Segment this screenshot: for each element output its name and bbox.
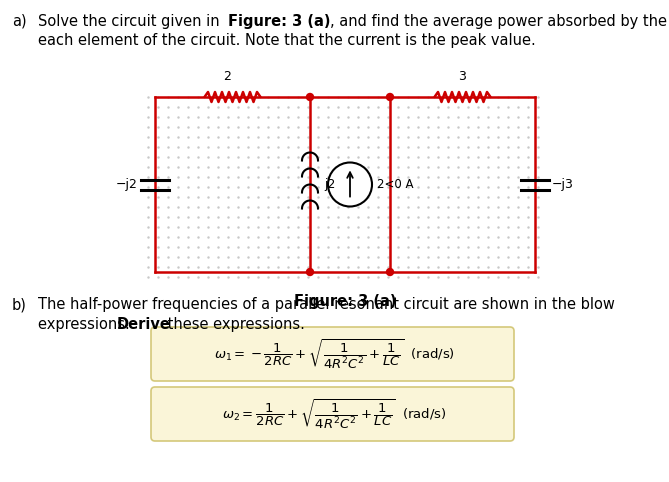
Text: , and find the average power absorbed by the: , and find the average power absorbed by… xyxy=(330,14,667,29)
Circle shape xyxy=(387,268,393,276)
Text: 3: 3 xyxy=(458,70,466,83)
FancyBboxPatch shape xyxy=(151,327,514,381)
Text: −j3: −j3 xyxy=(552,178,574,191)
Text: −j2: −j2 xyxy=(116,178,138,191)
Text: Solve the circuit given in: Solve the circuit given in xyxy=(38,14,224,29)
Text: each element of the circuit. Note that the current is the peak value.: each element of the circuit. Note that t… xyxy=(38,33,536,48)
Text: $\omega_2 = \dfrac{1}{2RC} + \sqrt{\dfrac{1}{4R^2C^2} + \dfrac{1}{LC}}$  (rad/s): $\omega_2 = \dfrac{1}{2RC} + \sqrt{\dfra… xyxy=(221,397,446,431)
Circle shape xyxy=(306,94,314,101)
Text: Derive: Derive xyxy=(117,317,171,332)
Text: 2<0 A: 2<0 A xyxy=(377,178,413,191)
Circle shape xyxy=(387,94,393,101)
Text: a): a) xyxy=(12,14,27,29)
Circle shape xyxy=(306,268,314,276)
Text: j2: j2 xyxy=(324,178,335,191)
Text: Figure: 3 (a): Figure: 3 (a) xyxy=(294,294,396,309)
Circle shape xyxy=(328,162,372,206)
Text: $\omega_1 = -\dfrac{1}{2RC} + \sqrt{\dfrac{1}{4R^2C^2} + \dfrac{1}{LC}}$  (rad/s: $\omega_1 = -\dfrac{1}{2RC} + \sqrt{\dfr… xyxy=(213,337,454,371)
Text: The half-power frequencies of a parallel resonant circuit are shown in the blow: The half-power frequencies of a parallel… xyxy=(38,297,615,312)
Text: expressions.: expressions. xyxy=(38,317,134,332)
Text: 2: 2 xyxy=(223,70,231,83)
Text: b): b) xyxy=(12,297,27,312)
Text: these expressions.: these expressions. xyxy=(163,317,305,332)
FancyBboxPatch shape xyxy=(151,387,514,441)
Text: Figure: 3 (a): Figure: 3 (a) xyxy=(228,14,330,29)
